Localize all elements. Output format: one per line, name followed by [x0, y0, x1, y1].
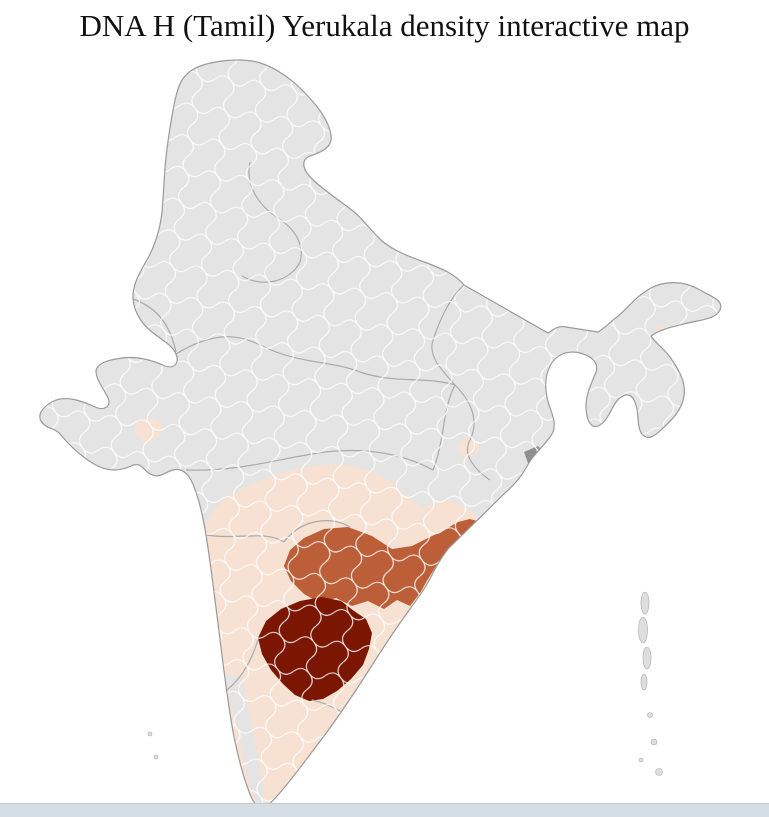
india-outline: [39, 59, 722, 809]
andaman-nicobar-islands[interactable]: [638, 591, 663, 776]
district-borders-overlay: [39, 60, 721, 808]
no-data-northeast[interactable]: [688, 342, 699, 353]
map-title: DNA H (Tamil) Yerukala density interacti…: [79, 8, 690, 43]
lakshadweep-islands[interactable]: [147, 731, 159, 760]
bottom-scroll-strip[interactable]: [0, 803, 769, 817]
